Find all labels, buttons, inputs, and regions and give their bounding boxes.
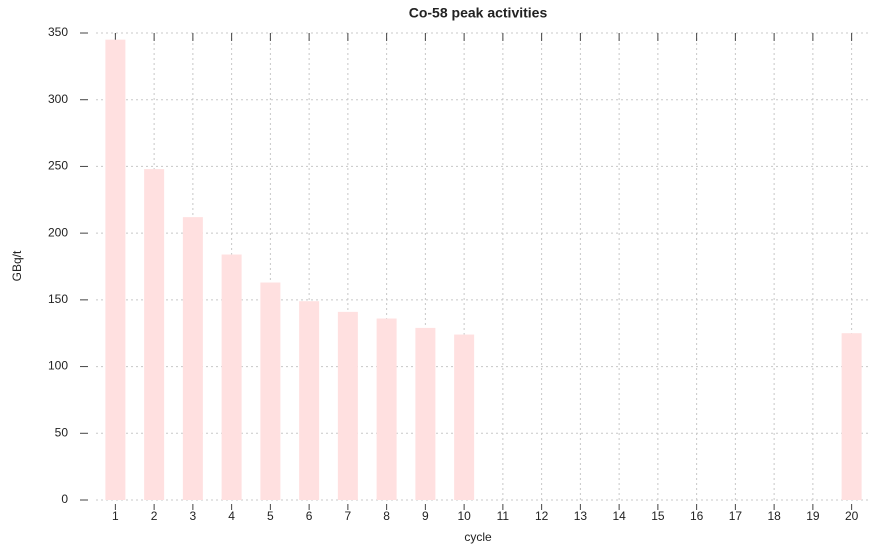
y-tick-label: 100	[48, 359, 68, 373]
x-tick-label: 16	[690, 509, 704, 523]
y-tick-label: 350	[48, 25, 68, 39]
x-axis-label: cycle	[464, 530, 492, 544]
bar	[260, 282, 281, 500]
bar	[299, 301, 320, 500]
x-tick-label: 10	[457, 509, 471, 523]
x-tick-label: 20	[845, 509, 859, 523]
x-tick-label: 6	[306, 509, 313, 523]
bar	[376, 318, 397, 500]
x-tick-label: 18	[767, 509, 781, 523]
bar	[182, 217, 203, 501]
y-tick-label: 50	[55, 425, 69, 439]
x-tick-label: 2	[151, 509, 158, 523]
x-tick-label: 17	[729, 509, 743, 523]
y-tick-label: 0	[61, 492, 68, 506]
bar	[841, 333, 862, 500]
y-tick-label: 200	[48, 225, 68, 239]
y-tick-label: 250	[48, 159, 68, 173]
y-tick-label: 150	[48, 292, 68, 306]
bar	[415, 327, 436, 500]
y-tick-label: 300	[48, 92, 68, 106]
x-tick-label: 15	[651, 509, 665, 523]
x-tick-label: 7	[345, 509, 352, 523]
bar	[454, 334, 475, 500]
x-tick-label: 3	[190, 509, 197, 523]
x-tick-label: 1	[112, 509, 119, 523]
x-tick-label: 11	[497, 509, 510, 523]
x-tick-label: 13	[574, 509, 588, 523]
x-tick-label: 8	[383, 509, 390, 523]
bar	[144, 169, 165, 500]
chart-title: Co-58 peak activities	[409, 5, 548, 21]
bar	[105, 39, 126, 501]
x-tick-label: 4	[228, 509, 235, 523]
x-tick-label: 14	[612, 509, 626, 523]
bar	[337, 311, 358, 500]
y-axis-label: GBq/t	[10, 250, 24, 281]
x-tick-label: 9	[422, 509, 429, 523]
x-tick-label: 19	[806, 509, 820, 523]
x-tick-label: 12	[535, 509, 549, 523]
x-tick-label: 5	[267, 509, 274, 523]
bar	[221, 254, 242, 500]
